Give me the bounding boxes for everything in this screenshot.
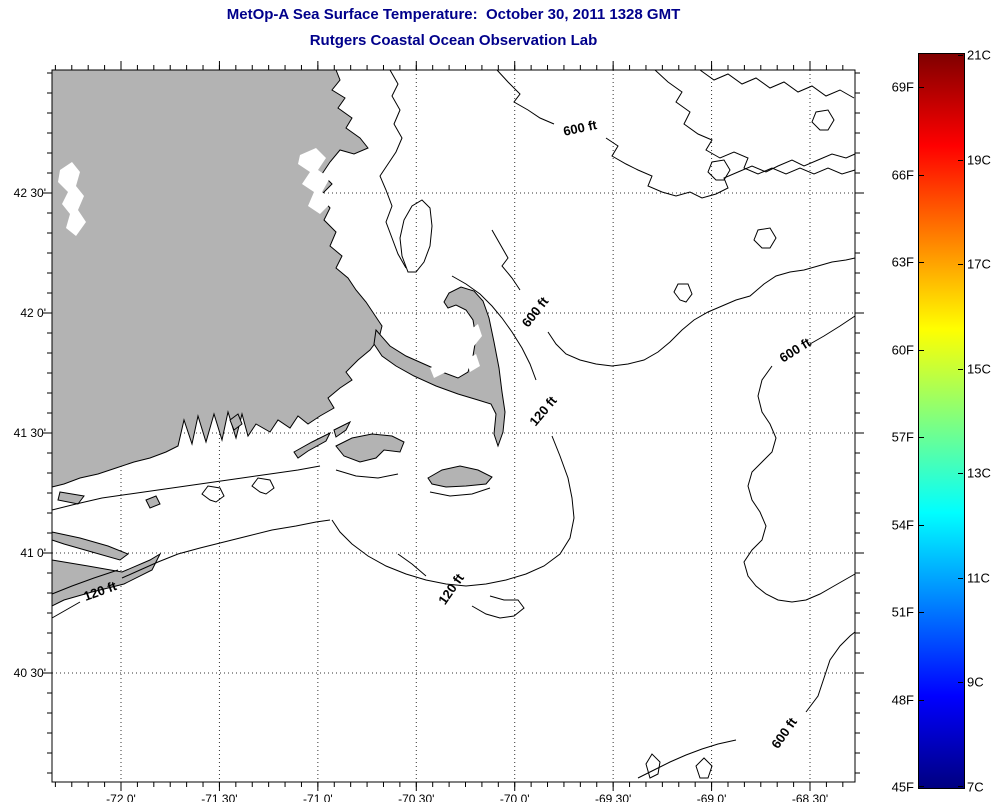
x-tick-label: -69 30': [594, 792, 632, 802]
contour-blob-sound2: [251, 477, 275, 495]
x-tick-label: -68 30': [791, 792, 829, 802]
colorbar-tick-label: 11C: [967, 570, 990, 586]
long-island-north-fork: [51, 531, 130, 561]
plot-border: [51, 69, 856, 783]
block-island: [145, 495, 161, 509]
contour-blob-ne3: [811, 109, 835, 131]
fishers-island: [57, 491, 85, 505]
colorbar-tick-label: 15C: [967, 361, 991, 377]
colorbar-tick-label: 7C: [967, 779, 984, 795]
colorbar-tick-label: 13C: [967, 465, 991, 481]
temperature-colorbar: [918, 53, 965, 789]
contour-blob-se2: [695, 757, 713, 779]
colorbar-tick: [958, 473, 963, 475]
x-tick-label: -69 0': [696, 792, 727, 802]
contour-south-mv: [335, 469, 399, 479]
colorbar-tick: [919, 349, 924, 351]
cloud-patches: [58, 148, 482, 378]
colorbar-tick: [958, 577, 963, 579]
contour-120ft-south: [397, 553, 525, 619]
land-masses: [51, 69, 506, 607]
colorbar-tick-label: 9C: [967, 674, 984, 690]
contour-blob-se1: [645, 753, 661, 779]
contour-gulf-of-maine-2: [699, 69, 855, 99]
axis-ticks: [43, 61, 864, 791]
contour-gulf-of-maine-1: [654, 69, 856, 175]
colorbar-tick: [919, 87, 924, 89]
colorbar-tick-label: 45F: [891, 779, 914, 795]
colorbar-tick: [958, 786, 963, 787]
contour-blob-ne1: [707, 159, 731, 181]
bay-island: [229, 413, 243, 431]
contour-blob-ne2: [753, 227, 777, 249]
y-tick-label: 41 0': [20, 546, 46, 560]
elizabeth-islands-2: [333, 420, 352, 438]
colorbar-tick: [919, 437, 924, 439]
colorbar-tick-label: 51F: [891, 604, 914, 620]
contour-600ft-southeast: [637, 631, 856, 779]
contour-120ft-southwest: [51, 519, 331, 619]
x-tick-label: -70 30': [398, 792, 435, 802]
colorbar-tick: [958, 55, 963, 57]
contour-sound: [51, 569, 119, 595]
contour-600ft-mid: [491, 229, 856, 367]
colorbar-tick-label: 63F: [891, 254, 914, 270]
x-tick-label: -71 30': [201, 792, 238, 802]
colorbar-tick-label: 19C: [967, 152, 991, 168]
contour-600ft-east: [743, 315, 856, 603]
colorbar-tick: [958, 682, 963, 684]
colorbar-tick: [958, 159, 963, 161]
colorbar-tick: [919, 699, 924, 701]
x-tick-label: -72 0': [106, 792, 136, 802]
long-island: [51, 552, 162, 607]
x-tick-label: -71 0': [303, 792, 333, 802]
colorbar-tick: [919, 786, 924, 787]
y-tick-label: 41 30': [13, 426, 46, 440]
y-tick-label: 42 0': [20, 306, 46, 320]
nantucket: [427, 465, 493, 488]
contour-sound-shelf: [51, 465, 321, 511]
colorbar-tick-label: 54F: [891, 517, 914, 533]
contour-600ft-north: [496, 69, 856, 199]
colorbar-tick: [919, 612, 924, 614]
colorbar-tick-label: 57F: [891, 429, 914, 445]
contour-blob-sound1: [201, 485, 225, 503]
elizabeth-islands: [293, 431, 332, 459]
colorbar-tick-label: 69F: [891, 79, 914, 95]
contour-cape-cod-bay: [399, 199, 433, 273]
colorbar-tick-label: 48F: [891, 692, 914, 707]
page-title: MetOp-A Sea Surface Temperature: October…: [226, 6, 681, 23]
colorbar-tick-label: 21C: [967, 47, 991, 63]
contour-nearshore-ma: [379, 69, 407, 269]
colorbar-tick: [919, 524, 924, 526]
mainland-new-england: [51, 69, 383, 488]
colorbar-tick-label: 60F: [891, 342, 914, 358]
contour-blob-ne4: [673, 283, 693, 303]
marthas-vineyard: [335, 433, 405, 463]
y-tick-label: 40 30': [13, 666, 46, 680]
contour-south-nantucket: [429, 487, 491, 497]
colorbar-tick: [958, 368, 963, 370]
colorbar-tick: [919, 262, 924, 264]
page-subtitle: Rutgers Coastal Ocean Observation Lab: [309, 32, 598, 49]
contour-120ft-outer-cape: [331, 275, 575, 587]
x-tick-label: -70 0': [499, 792, 530, 802]
colorbar-tick: [919, 174, 924, 176]
colorbar-tick-label: 66F: [891, 167, 914, 183]
y-tick-label: 42 30': [13, 186, 46, 200]
depth-contours: [51, 69, 856, 779]
colorbar-tick-label: 17C: [967, 256, 991, 272]
colorbar-tick: [958, 264, 963, 266]
